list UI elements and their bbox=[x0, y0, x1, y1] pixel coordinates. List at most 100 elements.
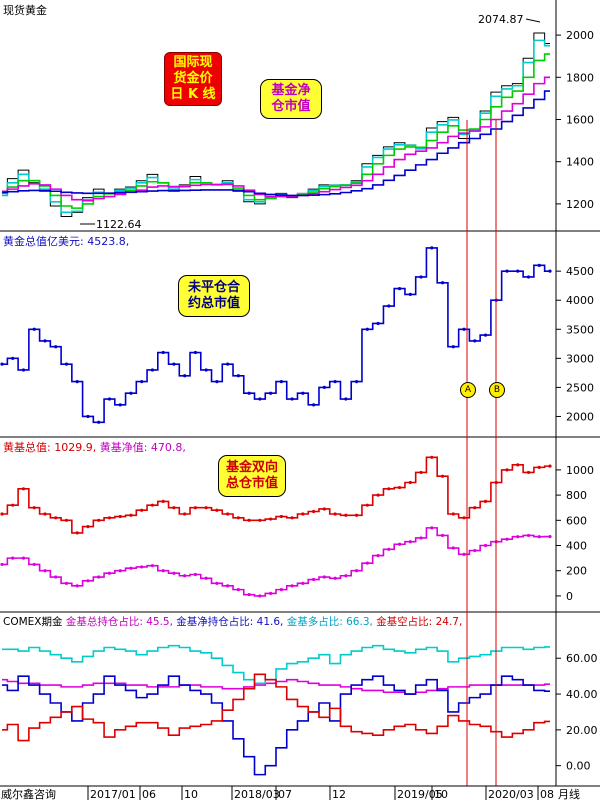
panel-3-series-1-point-29 bbox=[312, 509, 316, 514]
x-tick-label-0: 2017/01 bbox=[90, 788, 136, 800]
panel-3-series-2-point-23 bbox=[247, 593, 251, 597]
panel1-title-text: 现货黄金 bbox=[3, 4, 47, 17]
panel-2-series-1-point-24 bbox=[258, 397, 262, 401]
panel-3-series-1-point-4 bbox=[43, 512, 47, 516]
panel-2-series-1-point-34 bbox=[365, 327, 369, 331]
panel-2-series-1-point-23 bbox=[247, 391, 251, 395]
panel4-series1-value: 45.5, bbox=[146, 616, 173, 628]
panel-3-series-1-point-20 bbox=[215, 508, 219, 512]
panel-3-series-2-point-43 bbox=[462, 552, 466, 556]
panel-4-ytick-label-1: 20.00 bbox=[566, 724, 598, 737]
panel-2-series-1-point-2 bbox=[21, 368, 26, 372]
panel-3-series-2-point-34 bbox=[365, 561, 369, 565]
panel4-series3-value: 66.3, bbox=[346, 616, 373, 628]
panel-2-ytick-label-1: 2500 bbox=[566, 381, 594, 394]
panel-3-series-2-point-2 bbox=[21, 556, 26, 560]
panel-3-series-2-point-22 bbox=[236, 588, 240, 592]
price-high-annotation: 2074.87 bbox=[478, 13, 524, 26]
panel-2-series-1-point-9 bbox=[97, 420, 101, 424]
panel3-series1-name: 黄基总值 bbox=[3, 441, 47, 454]
panel-4-series-3-line bbox=[2, 644, 550, 685]
panel-2-series-1-point-49 bbox=[526, 275, 531, 279]
panel-3-series-2-point-5 bbox=[54, 575, 58, 579]
panel-3-series-2-point-27 bbox=[290, 584, 294, 588]
marker-a: A bbox=[460, 382, 476, 398]
x-tick-label-2: 10 bbox=[184, 788, 198, 800]
panel-3-ytick-label-3: 600 bbox=[566, 514, 587, 527]
panel-3-series-1-point-23 bbox=[247, 518, 251, 522]
panel-3-series-2-point-19 bbox=[204, 576, 208, 580]
panel-1-series-4-line bbox=[2, 76, 550, 202]
panel-3-series-1-point-42 bbox=[451, 512, 455, 516]
panel-3-series-1-point-38 bbox=[408, 480, 412, 485]
panel4-series4-value: 24.7, bbox=[435, 616, 463, 628]
panel-3-series-1-point-49 bbox=[526, 470, 531, 475]
panel-2-series-1-point-29 bbox=[312, 403, 316, 407]
price-low-annotation: 1122.64 bbox=[96, 218, 142, 231]
panel-3-series-2-point-18 bbox=[193, 572, 198, 577]
panel-2-series-1-point-17 bbox=[183, 374, 187, 378]
panel-3-series-2-point-41 bbox=[440, 533, 445, 538]
panel-2-series-1-point-10 bbox=[107, 397, 112, 401]
panel-3-series-2-point-30 bbox=[322, 575, 326, 579]
panel-3-series-1-point-48 bbox=[516, 463, 520, 467]
panel-3-ytick-label-2: 400 bbox=[566, 540, 587, 553]
panel-3-series-2-point-24 bbox=[258, 594, 262, 598]
panel-3-series-2-point-28 bbox=[301, 581, 305, 585]
panel-3-series-1-point-37 bbox=[397, 485, 402, 490]
panel-2-series-1-point-40 bbox=[430, 246, 434, 250]
panel-3-series-2-point-6 bbox=[64, 581, 69, 585]
panel-3-series-1-point-3 bbox=[32, 506, 36, 510]
panel-2-series-1-point-50 bbox=[537, 263, 541, 267]
panel-3-series-2-point-51 bbox=[548, 534, 552, 539]
panel-2-series-1-point-14 bbox=[150, 368, 155, 372]
panel-3-series-1-point-21 bbox=[226, 512, 230, 516]
panel-2-series-1-point-6 bbox=[64, 362, 69, 366]
panel-1-ytick-label-4: 2000 bbox=[566, 29, 594, 42]
panel3-title: 黄基总值: 1029.9, 黄基净值: 470.8, bbox=[3, 441, 186, 454]
fund-net-value-callout: 基金净 仓市值 bbox=[260, 79, 322, 119]
panel-2-series-1-point-12 bbox=[129, 391, 133, 395]
gold-kline-callout-text: 国际现 货金价 日 K 线 bbox=[170, 55, 216, 102]
panel-2-series-1-point-51 bbox=[548, 269, 552, 273]
panel-2-series-1-point-19 bbox=[204, 368, 208, 372]
panel3-series2-value: 470.8, bbox=[150, 441, 186, 454]
panel-3-series-1-point-6 bbox=[64, 518, 69, 522]
panel-2-series-1-point-13 bbox=[140, 379, 144, 384]
panel-2-series-1-point-45 bbox=[483, 333, 488, 337]
panel-3-series-2-point-16 bbox=[172, 571, 176, 575]
panel-3-series-1-point-10 bbox=[107, 516, 112, 520]
panel2-title-text: 黄金总值亿美元: bbox=[3, 235, 84, 248]
panel-3-series-2-point-15 bbox=[161, 569, 165, 573]
panel-3-ytick-label-4: 800 bbox=[566, 489, 587, 502]
x-tick-label-8: 2020/03 bbox=[488, 788, 534, 800]
panel1-title: 现货黄金 bbox=[3, 2, 47, 18]
x-tick-label-9: 08 bbox=[540, 788, 554, 800]
panel4-series2-value: 41.6, bbox=[256, 616, 284, 628]
x-tick-label-3: 2018/03 bbox=[234, 788, 280, 800]
panel-2-ytick-label-5: 4500 bbox=[566, 265, 594, 278]
panel-3-series-1-point-12 bbox=[129, 513, 133, 517]
panel-3-series-1-point-51 bbox=[548, 464, 552, 468]
panel-3-series-2-point-13 bbox=[140, 565, 144, 569]
panel-3-series-1-point-5 bbox=[54, 516, 58, 520]
x-tick-label-4: 07 bbox=[278, 788, 292, 800]
panel4-series3-name: 金基多占比: bbox=[286, 616, 343, 628]
panel-3-series-2-point-36 bbox=[387, 547, 391, 551]
panel-2-series-1-point-28 bbox=[301, 391, 305, 395]
panel-3-series-1-point-43 bbox=[462, 516, 466, 520]
panel-3-series-2-point-48 bbox=[516, 535, 520, 539]
panel-3-series-1-point-31 bbox=[333, 512, 337, 516]
panel-1-series-5-line bbox=[2, 90, 550, 197]
panel4-title: COMEX期金 金基总持仓占比: 45.5, 金基净持仓占比: 41.6, 金基… bbox=[3, 614, 462, 629]
panel-3-series-1-point-0 bbox=[0, 512, 4, 516]
panel-3-series-2-point-8 bbox=[86, 579, 90, 583]
panel-2-series-1-point-1 bbox=[11, 356, 15, 360]
panel-2-series-1-point-38 bbox=[408, 292, 412, 297]
panel-3-series-2-point-12 bbox=[129, 566, 133, 570]
panel-3-series-2-point-17 bbox=[183, 574, 187, 578]
panel-2-series-1-point-22 bbox=[236, 374, 240, 378]
panel-3-series-2-point-49 bbox=[526, 533, 531, 538]
panel2-title-value: 4523.8, bbox=[87, 235, 130, 248]
panel-2-ytick-label-4: 4000 bbox=[566, 294, 594, 307]
